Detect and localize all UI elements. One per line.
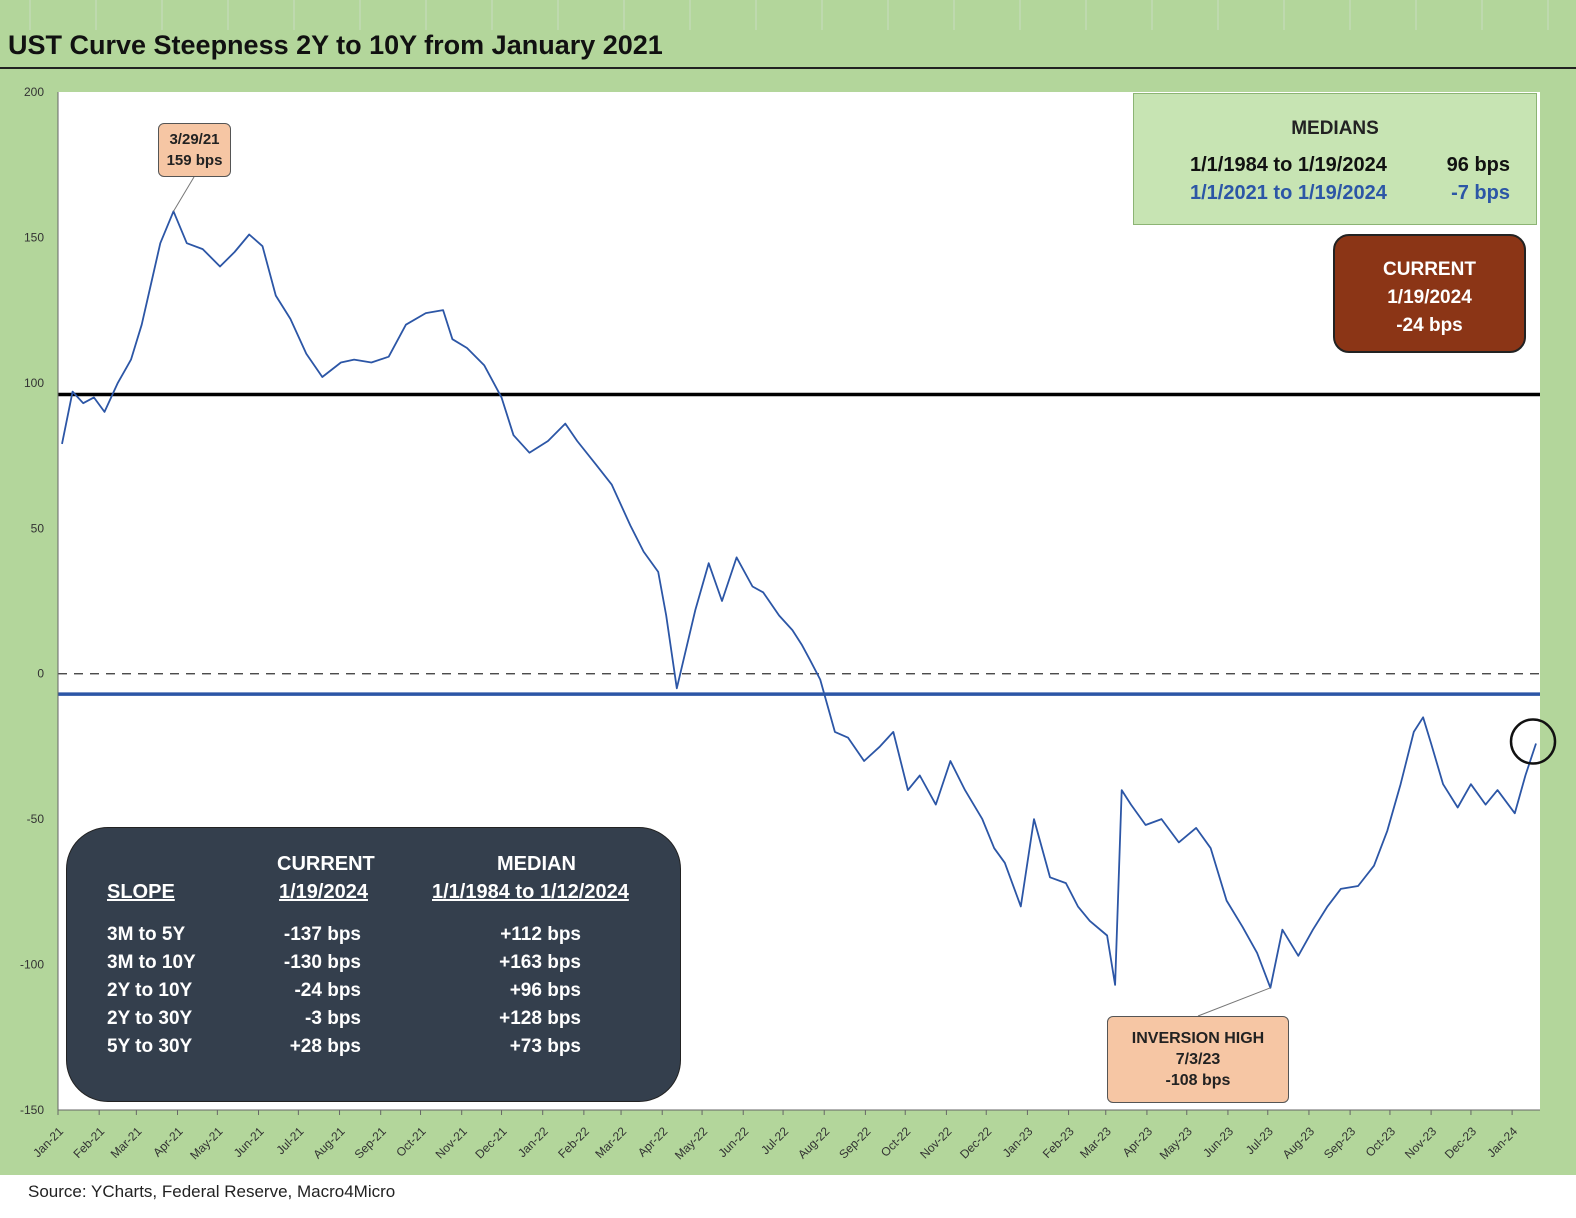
- x-tick-label: Feb-22: [555, 1124, 592, 1161]
- col-median-period: 1/1/1984 to 1/12/2024: [432, 881, 629, 903]
- x-tick-label: Apr-21: [150, 1124, 186, 1160]
- x-tick-label: Jan-22: [515, 1124, 551, 1160]
- table-cell-current: -3 bps: [305, 1008, 361, 1029]
- x-tick-label: Jun-22: [715, 1124, 751, 1160]
- table-cell-slope: 2Y to 30Y: [107, 1008, 193, 1029]
- x-tick-label: Sep-23: [1321, 1124, 1358, 1161]
- y-axis: 200 150 100 50 0 -50 -100 -150: [20, 85, 44, 1117]
- x-tick-label: May-22: [672, 1124, 710, 1162]
- x-tick-label: Jul-23: [1243, 1124, 1276, 1157]
- peak-date: 3/29/21: [169, 131, 220, 148]
- inversion-value: -108 bps: [1165, 1072, 1231, 1089]
- current-label: CURRENT: [1383, 259, 1476, 280]
- current-date: 1/19/2024: [1387, 287, 1472, 308]
- x-tick-label: Apr-23: [1120, 1124, 1156, 1160]
- table-cell-median: +163 bps: [499, 952, 581, 973]
- table-cell-current: -137 bps: [283, 924, 361, 945]
- x-tick-label: Feb-21: [70, 1124, 107, 1161]
- median-value: 96 bps: [1446, 154, 1510, 176]
- x-tick-label: Jul-21: [273, 1124, 306, 1157]
- y-tick-label: 100: [24, 376, 44, 390]
- x-tick-label: Jan-21: [30, 1124, 66, 1160]
- inversion-label: INVERSION HIGH: [1131, 1030, 1265, 1047]
- x-tick-label: Jun-23: [1200, 1124, 1236, 1160]
- x-tick-label: Dec-21: [472, 1124, 509, 1161]
- x-tick-label: Nov-22: [917, 1124, 954, 1161]
- x-tick-label: Sep-22: [836, 1124, 873, 1161]
- x-tick-label: Nov-21: [433, 1124, 470, 1161]
- x-tick-label: Aug-23: [1280, 1124, 1317, 1161]
- x-tick-label: Apr-22: [635, 1124, 671, 1160]
- col-median-header: MEDIAN: [497, 853, 576, 875]
- table-cell-slope: 3M to 10Y: [107, 952, 196, 973]
- table-cell-slope: 2Y to 10Y: [107, 980, 193, 1001]
- callout-leaders: [173, 176, 1557, 1017]
- medians-title: MEDIANS: [1291, 118, 1379, 139]
- reference-lines: [58, 392, 1540, 696]
- x-axis: Jan-21 Feb-21 Mar-21 Apr-21 May-21 Jun-21 Jul-…: [30, 1110, 1520, 1162]
- median-row-recent: 1/1/2021 to 1/19/2024 -7 bps: [1190, 182, 1510, 205]
- chart-title: UST Curve Steepness 2Y to 10Y from Janua…: [8, 30, 663, 60]
- median-period: 1/1/1984 to 1/19/2024: [1190, 154, 1387, 176]
- x-tick-label: Dec-23: [1442, 1124, 1479, 1161]
- x-tick-label: May-21: [187, 1124, 225, 1162]
- y-tick-label: 200: [24, 85, 44, 99]
- title-divider: [0, 67, 1576, 69]
- x-tick-label: Jan-24: [1484, 1124, 1520, 1160]
- x-tick-label: Oct-23: [1363, 1124, 1399, 1160]
- peak-callout: 3/29/21 159 bps: [158, 123, 231, 177]
- table-cell-current: -24 bps: [294, 980, 361, 1001]
- medians-panel: MEDIANS 1/1/1984 to 1/19/2024 96 bps 1/1…: [1133, 93, 1537, 225]
- table-cell-median: +112 bps: [500, 924, 581, 945]
- y-tick-label: 150: [24, 230, 44, 244]
- table-cell-slope: 5Y to 30Y: [107, 1036, 193, 1057]
- x-tick-label: Jun-21: [231, 1124, 267, 1160]
- x-tick-label: Aug-22: [795, 1124, 832, 1161]
- x-tick-label: Feb-23: [1040, 1124, 1077, 1161]
- col-current-header: CURRENT: [277, 853, 375, 875]
- y-tick-label: 0: [37, 667, 44, 681]
- table-cell-median: +96 bps: [509, 980, 581, 1001]
- inversion-callout: INVERSION HIGH 7/3/23 -108 bps: [1107, 1016, 1289, 1103]
- table-cell-median: +73 bps: [509, 1036, 581, 1057]
- table-cell-current: +28 bps: [289, 1036, 361, 1057]
- peak-leader: [173, 176, 195, 212]
- x-tick-label: Oct-21: [393, 1124, 429, 1160]
- x-tick-label: Mar-23: [1077, 1124, 1114, 1161]
- peak-value: 159 bps: [166, 152, 223, 169]
- y-tick-label: 50: [31, 521, 45, 535]
- inversion-date: 7/3/23: [1175, 1051, 1221, 1068]
- x-tick-label: Sep-21: [352, 1124, 389, 1161]
- median-row-long: 1/1/1984 to 1/19/2024 96 bps: [1190, 154, 1510, 177]
- x-tick-label: Jul-22: [758, 1124, 791, 1157]
- background-gridlines: [29, 0, 1549, 30]
- y-tick-label: -100: [20, 958, 44, 972]
- series-group: [61, 210, 1537, 989]
- x-tick-label: Mar-21: [108, 1124, 145, 1161]
- source-note: Source: YCharts, Federal Reserve, Macro4…: [28, 1182, 396, 1201]
- table-cell-slope: 3M to 5Y: [107, 924, 186, 945]
- x-tick-label: Dec-22: [957, 1124, 994, 1161]
- x-tick-label: Aug-21: [310, 1124, 347, 1161]
- y-tick-label: -150: [20, 1103, 44, 1117]
- x-tick-label: May-23: [1157, 1124, 1195, 1162]
- median-value: -7 bps: [1451, 182, 1510, 204]
- current-marker-circle: [1509, 718, 1557, 765]
- table-cell-current: -130 bps: [283, 952, 361, 973]
- x-tick-label: Nov-23: [1402, 1124, 1439, 1161]
- x-tick-label: Jan-23: [1000, 1124, 1036, 1160]
- current-value: -24 bps: [1396, 315, 1463, 336]
- col-slope-header: SLOPE: [107, 881, 175, 903]
- slope-table: CURRENT MEDIAN SLOPE 1/19/2024 1/1/1984 …: [66, 827, 681, 1102]
- median-period: 1/1/2021 to 1/19/2024: [1190, 182, 1387, 204]
- x-tick-label: Oct-22: [878, 1124, 914, 1160]
- series-line: [61, 210, 1537, 989]
- table-cell-median: +128 bps: [499, 1008, 581, 1029]
- y-tick-label: -50: [27, 812, 45, 826]
- col-current-date: 1/19/2024: [279, 881, 368, 903]
- inversion-leader: [1197, 987, 1271, 1017]
- current-panel: CURRENT 1/19/2024 -24 bps: [1333, 234, 1526, 353]
- x-tick-label: Mar-22: [592, 1124, 629, 1161]
